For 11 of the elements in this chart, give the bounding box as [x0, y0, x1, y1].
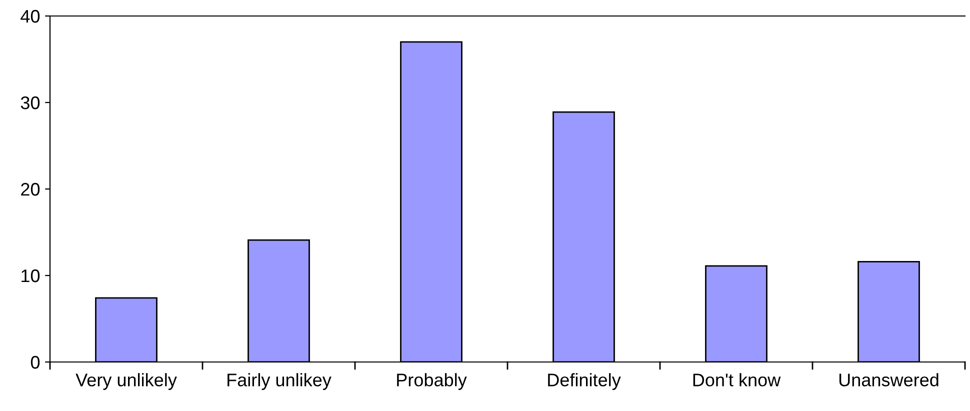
x-tick-label: Fairly unlikey [228, 373, 332, 390]
x-tick-label: Probably [397, 373, 467, 390]
x-tick-label: Unanswered [839, 373, 938, 386]
x-tick-label: Definitely [548, 373, 621, 390]
x-tick-label: Very unlikely [76, 373, 177, 390]
y-tick-label: 10 [22, 269, 40, 282]
y-tick-label: 20 [21, 182, 40, 196]
y-tick-label: 0 [30, 356, 40, 369]
x-tick-label: Don't know [693, 373, 781, 386]
y-tick-label: 30 [20, 96, 40, 110]
y-tick-label: 40 [20, 10, 40, 23]
